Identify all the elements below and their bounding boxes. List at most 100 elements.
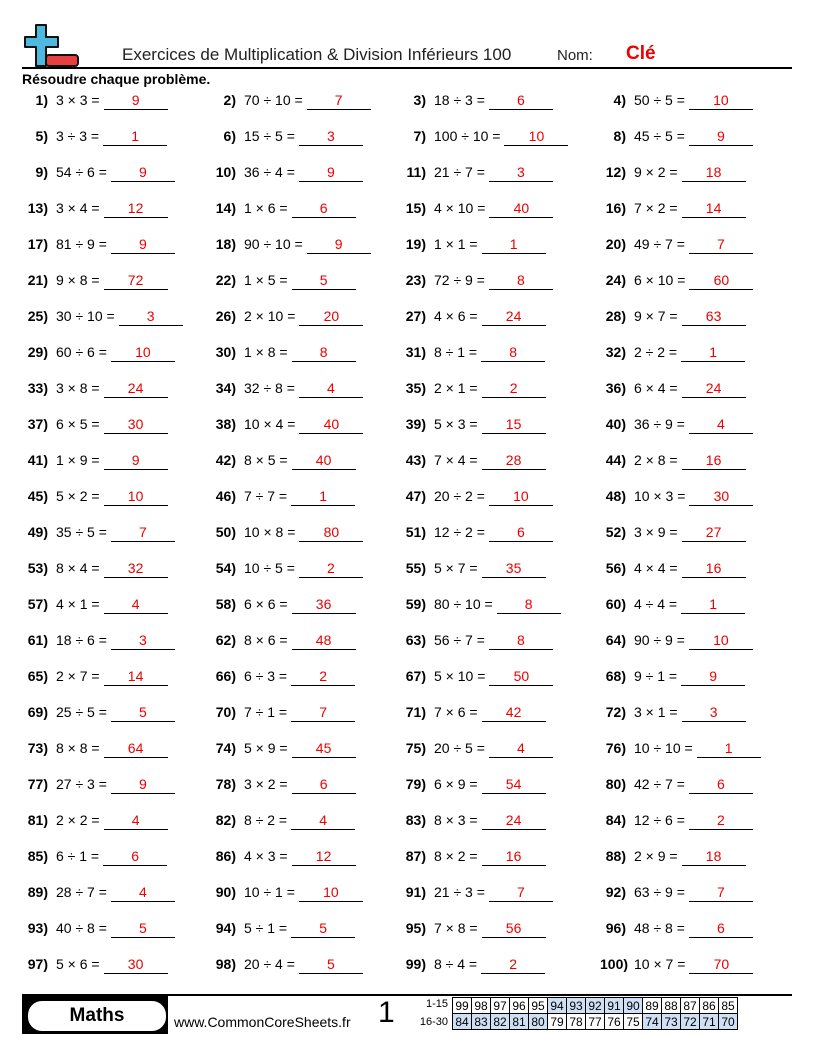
answer-blank[interactable]: 1 — [481, 235, 546, 254]
answer-blank[interactable]: 20 — [299, 307, 364, 326]
answer-blank[interactable]: 15 — [481, 415, 546, 434]
answer-blank[interactable]: 2 — [481, 379, 546, 398]
answer-blank[interactable]: 10 — [103, 487, 168, 506]
answer-blank[interactable]: 9 — [110, 775, 175, 794]
answer-blank[interactable]: 10 — [504, 127, 569, 146]
answer-blank[interactable]: 1 — [681, 343, 746, 362]
answer-blank[interactable]: 30 — [103, 415, 168, 434]
answer-blank[interactable]: 30 — [689, 487, 754, 506]
answer-blank[interactable]: 4 — [110, 883, 175, 902]
answer-blank[interactable]: 50 — [489, 667, 554, 686]
answer-blank[interactable]: 8 — [488, 631, 553, 650]
answer-blank[interactable]: 14 — [103, 667, 168, 686]
answer-blank[interactable]: 4 — [291, 811, 356, 830]
answer-blank[interactable]: 4 — [103, 595, 168, 614]
answer-blank[interactable]: 24 — [481, 307, 546, 326]
answer-blank[interactable]: 6 — [488, 91, 553, 110]
answer-blank[interactable]: 6 — [488, 523, 553, 542]
answer-blank[interactable]: 18 — [681, 847, 746, 866]
answer-blank[interactable]: 12 — [103, 199, 168, 218]
answer-blank[interactable]: 10 — [688, 91, 753, 110]
answer-blank[interactable]: 1 — [696, 739, 761, 758]
answer-blank[interactable]: 5 — [291, 919, 356, 938]
answer-blank[interactable]: 9 — [688, 127, 753, 146]
answer-blank[interactable]: 10 — [110, 343, 175, 362]
answer-blank[interactable]: 16 — [681, 559, 746, 578]
answer-blank[interactable]: 16 — [681, 451, 746, 470]
answer-blank[interactable]: 5 — [110, 703, 175, 722]
answer-blank[interactable]: 16 — [481, 847, 546, 866]
answer-blank[interactable]: 24 — [481, 811, 546, 830]
answer-blank[interactable]: 10 — [688, 631, 753, 650]
answer-blank[interactable]: 5 — [110, 919, 175, 938]
answer-blank[interactable]: 8 — [496, 595, 561, 614]
answer-blank[interactable]: 2 — [291, 667, 356, 686]
answer-blank[interactable]: 9 — [103, 451, 168, 470]
answer-blank[interactable]: 36 — [291, 595, 356, 614]
answer-blank[interactable]: 7 — [306, 91, 371, 110]
answer-blank[interactable]: 9 — [306, 235, 371, 254]
answer-blank[interactable]: 6 — [291, 775, 356, 794]
answer-blank[interactable]: 3 — [118, 307, 183, 326]
answer-blank[interactable]: 6 — [291, 199, 356, 218]
answer-blank[interactable]: 8 — [481, 343, 546, 362]
answer-blank[interactable]: 7 — [688, 883, 753, 902]
answer-blank[interactable]: 48 — [291, 631, 356, 650]
answer-blank[interactable]: 42 — [481, 703, 546, 722]
answer-blank[interactable]: 70 — [689, 955, 754, 974]
answer-blank[interactable]: 1 — [291, 487, 356, 506]
answer-blank[interactable]: 2 — [481, 955, 546, 974]
answer-blank[interactable]: 8 — [488, 271, 553, 290]
answer-blank[interactable]: 4 — [298, 379, 363, 398]
answer-blank[interactable]: 6 — [688, 775, 753, 794]
answer-blank[interactable]: 24 — [103, 379, 168, 398]
answer-blank[interactable]: 60 — [689, 271, 754, 290]
answer-blank[interactable]: 40 — [299, 415, 364, 434]
answer-blank[interactable]: 18 — [681, 163, 746, 182]
answer-blank[interactable]: 5 — [298, 955, 363, 974]
answer-blank[interactable]: 56 — [481, 919, 546, 938]
answer-blank[interactable]: 9 — [681, 667, 746, 686]
answer-blank[interactable]: 7 — [688, 235, 753, 254]
answer-blank[interactable]: 4 — [103, 811, 168, 830]
answer-blank[interactable]: 5 — [291, 271, 356, 290]
answer-blank[interactable]: 14 — [681, 199, 746, 218]
answer-blank[interactable]: 6 — [103, 847, 168, 866]
answer-blank[interactable]: 4 — [688, 415, 753, 434]
answer-blank[interactable]: 9 — [110, 235, 175, 254]
answer-blank[interactable]: 40 — [291, 451, 356, 470]
answer-blank[interactable]: 9 — [103, 91, 168, 110]
answer-blank[interactable]: 27 — [681, 523, 746, 542]
answer-blank[interactable]: 72 — [103, 271, 168, 290]
answer-blank[interactable]: 28 — [481, 451, 546, 470]
answer-blank[interactable]: 24 — [681, 379, 746, 398]
answer-blank[interactable]: 45 — [291, 739, 356, 758]
answer-blank[interactable]: 7 — [291, 703, 356, 722]
answer-blank[interactable]: 3 — [298, 127, 363, 146]
answer-blank[interactable]: 80 — [299, 523, 364, 542]
answer-blank[interactable]: 1 — [681, 595, 746, 614]
answer-blank[interactable]: 30 — [103, 955, 168, 974]
answer-blank[interactable]: 3 — [110, 631, 175, 650]
answer-blank[interactable]: 2 — [298, 559, 363, 578]
answer-blank[interactable]: 54 — [481, 775, 546, 794]
answer-blank[interactable]: 12 — [291, 847, 356, 866]
answer-blank[interactable]: 3 — [488, 163, 553, 182]
answer-blank[interactable]: 10 — [298, 883, 363, 902]
answer-blank[interactable]: 7 — [110, 523, 175, 542]
answer-blank[interactable]: 40 — [489, 199, 554, 218]
answer-blank[interactable]: 10 — [488, 487, 553, 506]
answer-blank[interactable]: 32 — [103, 559, 168, 578]
answer-blank[interactable]: 9 — [298, 163, 363, 182]
answer-blank[interactable]: 4 — [488, 739, 553, 758]
answer-blank[interactable]: 7 — [488, 883, 553, 902]
answer-blank[interactable]: 3 — [681, 703, 746, 722]
answer-blank[interactable]: 2 — [688, 811, 753, 830]
answer-blank[interactable]: 63 — [681, 307, 746, 326]
answer-blank[interactable]: 35 — [481, 559, 546, 578]
answer-blank[interactable]: 6 — [688, 919, 753, 938]
answer-blank[interactable]: 1 — [103, 127, 168, 146]
answer-blank[interactable]: 9 — [110, 163, 175, 182]
answer-blank[interactable]: 64 — [103, 739, 168, 758]
answer-blank[interactable]: 8 — [291, 343, 356, 362]
